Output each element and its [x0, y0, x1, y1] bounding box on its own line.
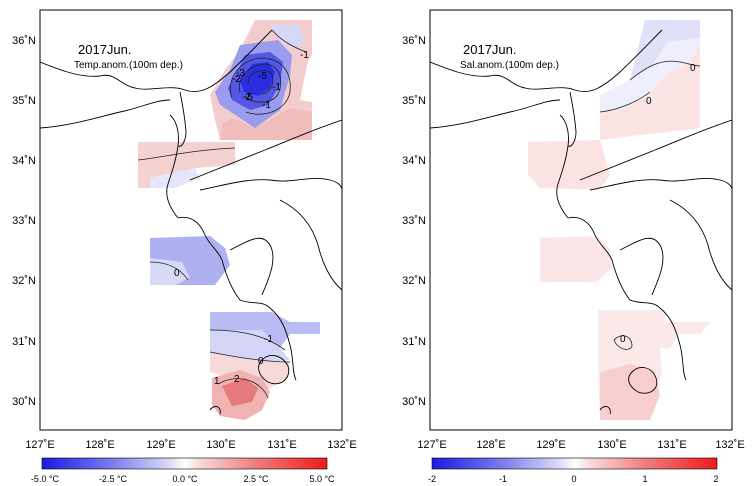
panel-title-left: 2017Jun. [78, 42, 132, 57]
contour-label: -1 [262, 100, 271, 111]
lon-label: 127˚E [25, 439, 54, 451]
lat-label: 34˚N [12, 155, 36, 167]
panel-subtitle-left: Temp.anom.(100m dep.) [74, 60, 183, 71]
panel-salinity: 2017Jun. Sal.anom.(100m dep.) 0 0 0 36˚N… [402, 9, 745, 484]
colorbar-label: -1 [499, 474, 507, 484]
contour-label: 0 [646, 96, 652, 107]
panel-subtitle-right: Sal.anom.(100m dep.) [460, 60, 559, 71]
lon-label: 129˚E [146, 439, 175, 451]
contour-label: 0 [620, 334, 626, 345]
contour-label: 0 [258, 356, 264, 367]
lat-label: 32˚N [402, 275, 426, 287]
colorbar-label: -2 [428, 474, 436, 484]
lon-label: 128˚E [85, 439, 114, 451]
contour-label: -3 [236, 68, 245, 79]
lat-label: 31˚N [12, 336, 36, 348]
colorbar-label: 2.5 °C [243, 474, 269, 484]
lon-axis-left: 127˚E 128˚E 129˚E 130˚E 131˚E 132˚E [25, 439, 356, 451]
contour-label: -5 [258, 71, 267, 82]
lon-label: 128˚E [476, 439, 505, 451]
contour-label: -2 [242, 92, 251, 103]
colorbar-label: 0.0 °C [172, 474, 198, 484]
lat-label: 34˚N [402, 155, 426, 167]
lon-label: 131˚E [267, 439, 296, 451]
lon-label: 127˚E [417, 439, 446, 451]
lat-label: 30˚N [402, 396, 426, 408]
contour-label: -2 [232, 74, 241, 85]
lat-label: 35˚N [402, 95, 426, 107]
temp-contours [137, 29, 307, 399]
colorbar-label: -2.5 °C [99, 474, 128, 484]
lat-label: 36˚N [402, 35, 426, 47]
sal-field [528, 20, 710, 420]
salinity-map [430, 20, 732, 420]
sal-contours [599, 60, 701, 350]
lat-label: 33˚N [402, 215, 426, 227]
panel-frame-right [429, 9, 733, 431]
lat-label: 35˚N [12, 95, 36, 107]
contour-label: 2 [234, 374, 240, 385]
lon-label: 130˚E [206, 439, 235, 451]
contour-label: -5 [244, 92, 253, 103]
lat-label: 32˚N [12, 275, 36, 287]
lon-label: 129˚E [536, 439, 565, 451]
contour-label: -1 [300, 50, 309, 61]
contour-label: 0 [174, 268, 180, 279]
lat-label: 36˚N [12, 35, 36, 47]
lat-axis-right: 36˚N 35˚N 34˚N 33˚N 32˚N 31˚N 30˚N [402, 35, 426, 408]
temp-field-north [210, 20, 312, 140]
lon-label: 132˚E [715, 439, 744, 451]
lat-axis-left: 36˚N 35˚N 34˚N 33˚N 32˚N 31˚N 30˚N [12, 35, 36, 408]
panel-temperature: 2017Jun. Temp.anom.(100m dep.) -1 -2 -3 … [12, 9, 357, 484]
lon-label: 132˚E [327, 439, 356, 451]
colorbar-label: 0 [571, 474, 576, 484]
panel-frame-left [39, 9, 343, 431]
colorbar-label: 1 [642, 474, 647, 484]
lat-label: 30˚N [12, 396, 36, 408]
lon-label: 131˚E [657, 439, 686, 451]
sal-contour-labels: 0 0 0 [620, 63, 696, 345]
colorbar-label: 2 [713, 474, 718, 484]
colorbar-left [41, 457, 328, 470]
temp-field-west [138, 142, 235, 285]
contour-label: 0 [690, 63, 696, 74]
panel-title-right: 2017Jun. [463, 42, 517, 57]
colorbar-right [431, 457, 718, 470]
lat-label: 31˚N [402, 336, 426, 348]
colorbar-salinity: -2 -1 0 1 2 [428, 457, 719, 484]
colorbar-label: -5.0 °C [31, 474, 60, 484]
colorbar-label: 5.0 °C [309, 474, 335, 484]
temp-contour-labels: -1 -2 -3 -5 -5 -1 -2 -1 0 -1 0 1 2 [174, 50, 309, 387]
colorbar-temperature: -5.0 °C -2.5 °C 0.0 °C 2.5 °C 5.0 °C [31, 457, 335, 484]
coastlines-right [430, 29, 732, 415]
coastlines-left [40, 29, 342, 415]
temperature-map [40, 20, 342, 420]
lon-axis-right: 127˚E 128˚E 129˚E 130˚E 131˚E 132˚E [417, 439, 744, 451]
lon-label: 130˚E [597, 439, 626, 451]
temp-field-south [210, 312, 320, 420]
contour-label: 1 [214, 376, 220, 387]
lat-label: 33˚N [12, 215, 36, 227]
contour-label: -1 [264, 334, 273, 345]
contour-label: -1 [272, 82, 281, 93]
